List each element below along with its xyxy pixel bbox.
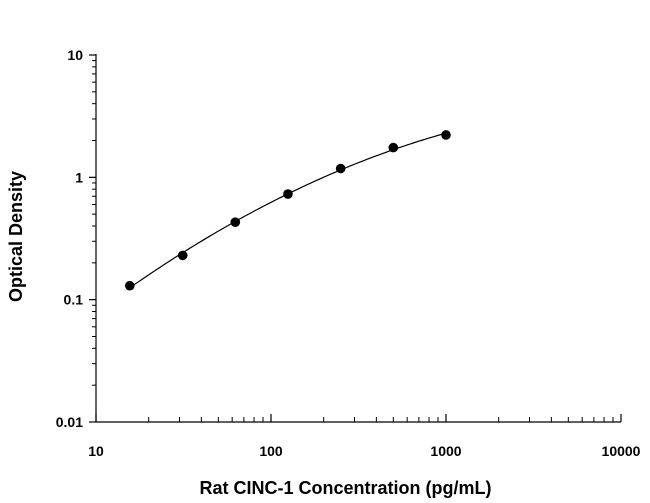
x-axis-title: Rat CINC-1 Concentration (pg/mL) xyxy=(200,478,492,498)
x-tick-label: 10000 xyxy=(602,443,641,459)
y-tick-label: 1 xyxy=(75,169,83,185)
fit-curve xyxy=(129,132,447,289)
data-point xyxy=(283,189,293,199)
y-tick-label: 0.1 xyxy=(64,292,84,308)
y-axis-title: Optical Density xyxy=(6,171,26,302)
x-tick-label: 10 xyxy=(88,443,104,459)
data-points xyxy=(124,130,451,291)
data-point xyxy=(335,163,346,174)
y-ticks: 10 1 0.1 0.01 xyxy=(56,47,96,430)
axes: 10 1 0.1 0.01 10 100 1000 10000 xyxy=(56,47,641,459)
y-tick-label: 0.01 xyxy=(56,414,83,430)
data-point xyxy=(177,250,188,261)
data-point xyxy=(441,130,451,140)
x-tick-label: 100 xyxy=(259,443,283,459)
y-tick-label: 10 xyxy=(67,47,83,63)
data-point xyxy=(230,217,241,227)
data-point xyxy=(124,280,135,291)
data-point xyxy=(388,142,399,153)
x-tick-label: 1000 xyxy=(430,443,461,459)
x-ticks: 10 100 1000 10000 xyxy=(88,414,641,459)
